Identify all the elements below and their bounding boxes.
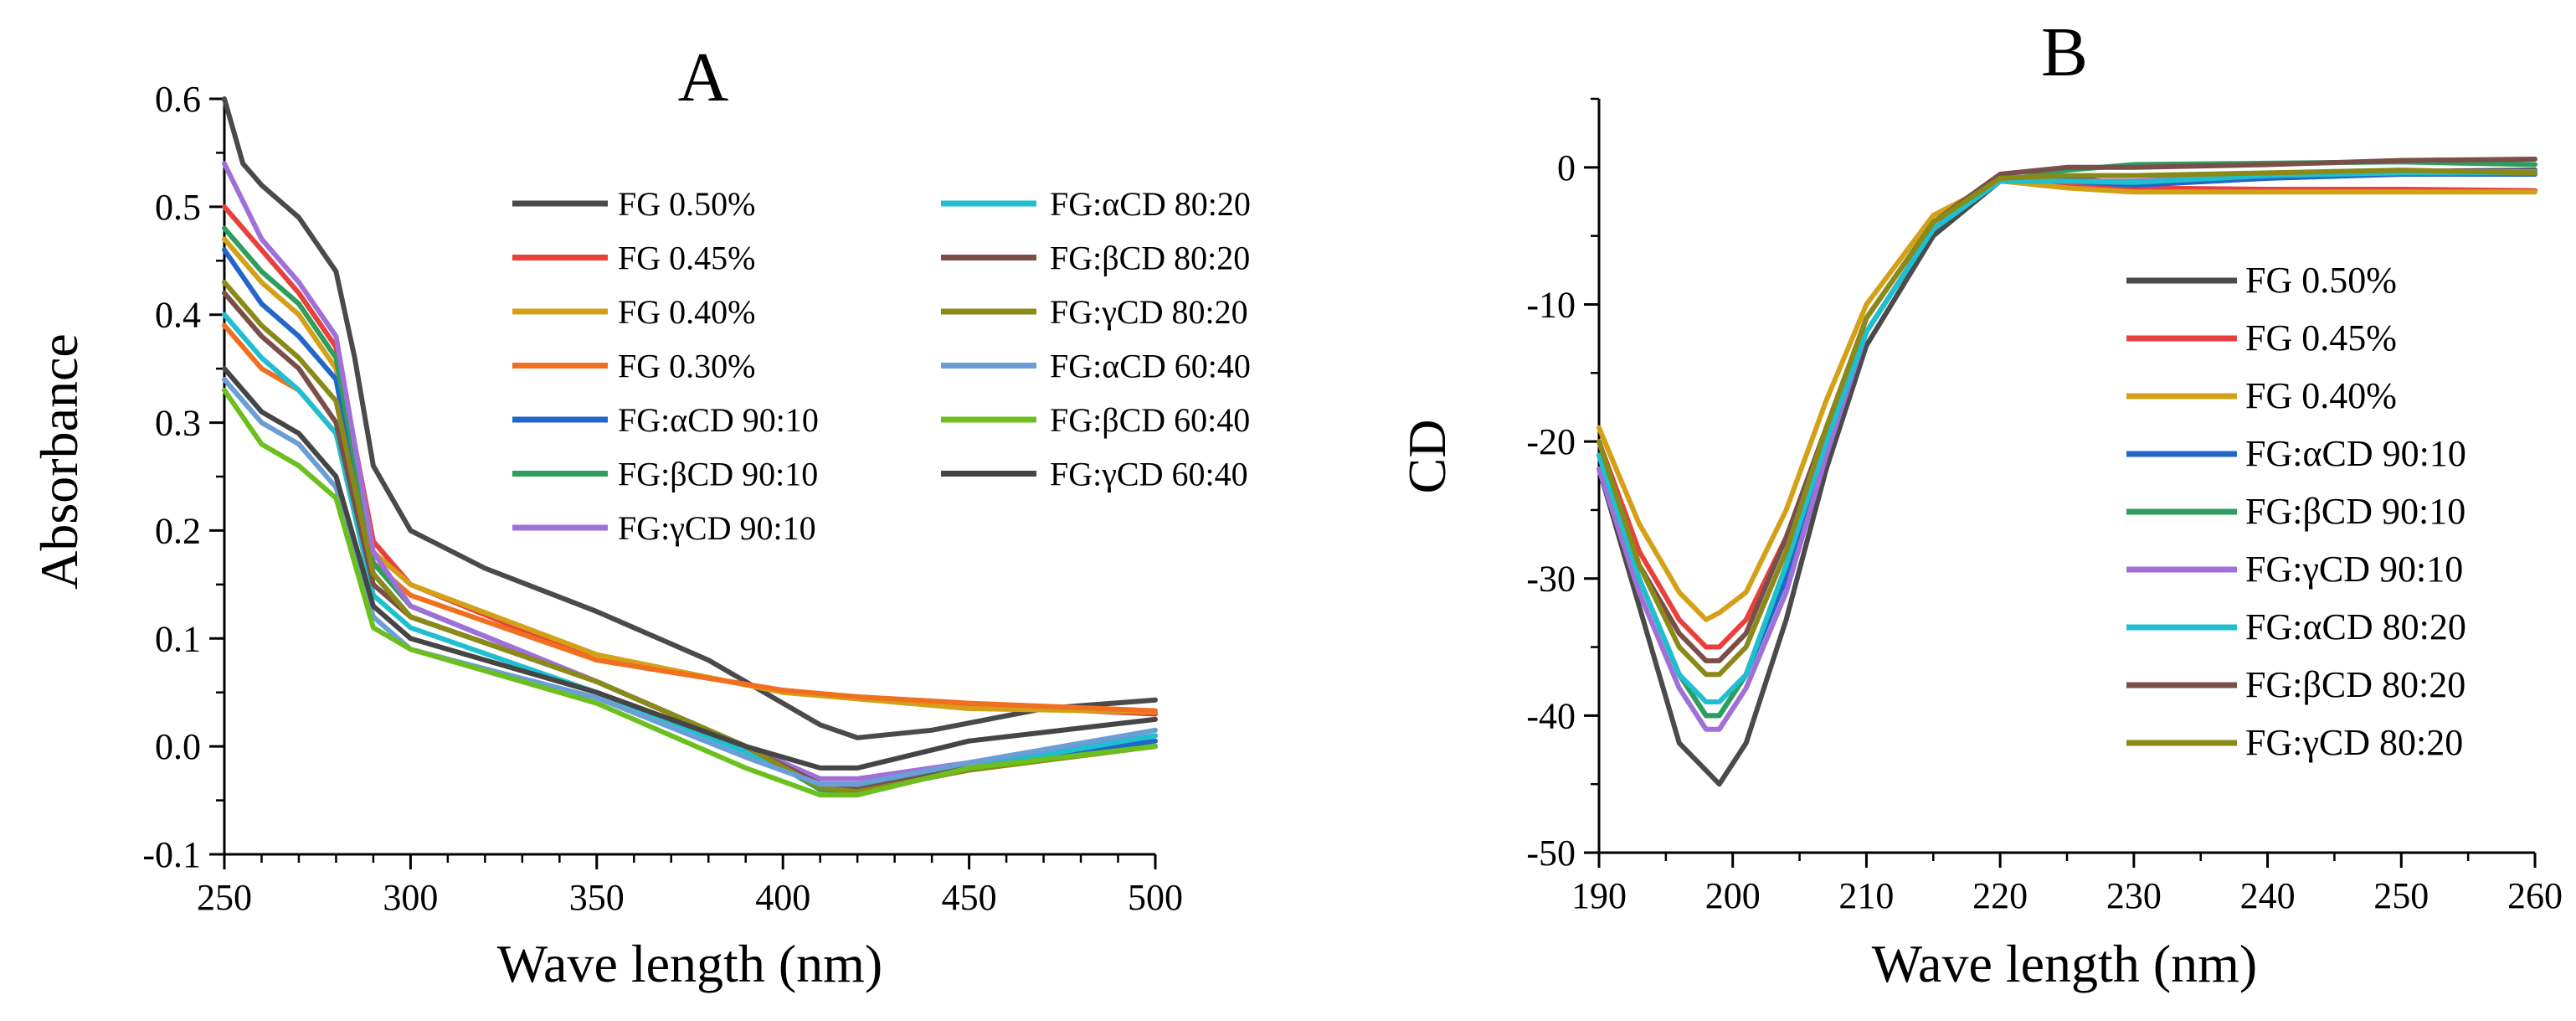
series-line-12	[222, 387, 1158, 798]
x-tick-label: 250	[2373, 875, 2429, 916]
y-tick-label: 0.5	[155, 187, 201, 228]
y-tick-label: 0.4	[155, 295, 201, 336]
y-tick-label: 0.6	[155, 79, 201, 120]
x-tick-label: 350	[569, 877, 625, 918]
panel-title: A	[678, 39, 729, 116]
series-line-7	[222, 161, 1158, 781]
legend-label: FG:γCD 90:10	[2245, 549, 2463, 590]
y-axis-label: Absorbance	[29, 333, 89, 590]
legend-label: FG 0.40%	[618, 293, 755, 331]
legend-label: FG:αCD 90:10	[2245, 433, 2466, 474]
y-axis-label: CD	[1397, 420, 1457, 494]
legend-label: FG 0.50%	[2245, 260, 2397, 301]
legend-label: FG 0.45%	[2245, 317, 2397, 358]
legend-label: FG:βCD 90:10	[2245, 491, 2465, 532]
legend-label: FG:αCD 80:20	[2245, 606, 2466, 647]
x-tick-label: 300	[383, 877, 438, 918]
legend-label: FG:γCD 90:10	[618, 509, 816, 547]
panel-a: 250 300 350 400 450 500 -0.1 0.0 0.1 0.2 0.3 0.4 0.5…	[29, 39, 1251, 993]
x-tick-label: 240	[2240, 875, 2296, 916]
legend-label: FG:βCD 80:20	[1050, 240, 1250, 277]
y-tick-label: 0	[1557, 147, 1576, 188]
y-tick-label: -10	[1526, 284, 1576, 325]
x-tick-label: 450	[942, 877, 997, 918]
x-tick-label: 220	[1972, 875, 2028, 916]
y-tick-label: -20	[1526, 421, 1576, 462]
x-tick-label: 250	[197, 877, 252, 918]
y-tick-label: -0.1	[142, 834, 201, 875]
series-line-9	[1597, 168, 2537, 678]
series-line-7	[1597, 170, 2537, 704]
legend: FG 0.50% FG 0.45% FG 0.40% FG:αCD 90:10 FG:β…	[2126, 260, 2466, 763]
legend-label: FG:βCD 80:20	[2245, 664, 2465, 705]
panel-b: 190 200 210 220 230 240 250 260 -50 -40 -30 -20 -10 0…	[1397, 13, 2563, 993]
y-tick-label: 0.1	[155, 618, 201, 659]
legend-label: FG:βCD 60:40	[1050, 401, 1250, 439]
legend-label: FG:αCD 80:20	[1050, 185, 1251, 223]
legend-label: FG:γCD 60:40	[1050, 456, 1248, 493]
x-axis-label: Wave length (nm)	[497, 934, 882, 993]
series-line-1	[222, 96, 1158, 740]
x-tick-label: 500	[1128, 877, 1183, 918]
y-tick-label: -50	[1526, 833, 1576, 874]
x-tick-label: 210	[1838, 875, 1894, 916]
legend-label: FG:αCD 90:10	[618, 401, 819, 439]
x-tick-label: 400	[755, 877, 810, 918]
y-tick-label: 0.3	[155, 403, 201, 444]
legend-label: FG:βCD 90:10	[618, 456, 818, 493]
legend-label: FG:γCD 80:20	[2245, 722, 2463, 763]
legend-label: FG 0.50%	[618, 185, 755, 223]
series-line-11	[222, 377, 1158, 787]
x-axis-label: Wave length (nm)	[1872, 934, 2257, 993]
legend-label: FG:γCD 80:20	[1050, 293, 1248, 331]
x-tick-label: 260	[2507, 875, 2563, 916]
series-line-13	[222, 366, 1158, 771]
y-tick-label: -30	[1526, 559, 1576, 600]
y-tick-label: 0.0	[155, 726, 201, 767]
legend-label: FG 0.30%	[618, 348, 755, 385]
y-tick-label: 0.2	[155, 510, 201, 551]
y-tick-label: -40	[1526, 695, 1576, 736]
legend-label: FG 0.45%	[618, 240, 755, 277]
x-tick-label: 200	[1705, 875, 1761, 916]
legend-label: FG:αCD 60:40	[1050, 348, 1251, 385]
legend-label: FG 0.40%	[2245, 375, 2397, 416]
x-tick-label: 230	[2106, 875, 2162, 916]
legend: FG 0.50% FG 0.45% FG 0.40% FG 0.30% FG:αCD 9…	[512, 185, 1251, 547]
series-line-3	[1597, 178, 2537, 622]
x-tick-label: 190	[1571, 875, 1627, 916]
panel-title: B	[2041, 13, 2088, 91]
series-line-3	[222, 236, 1158, 714]
